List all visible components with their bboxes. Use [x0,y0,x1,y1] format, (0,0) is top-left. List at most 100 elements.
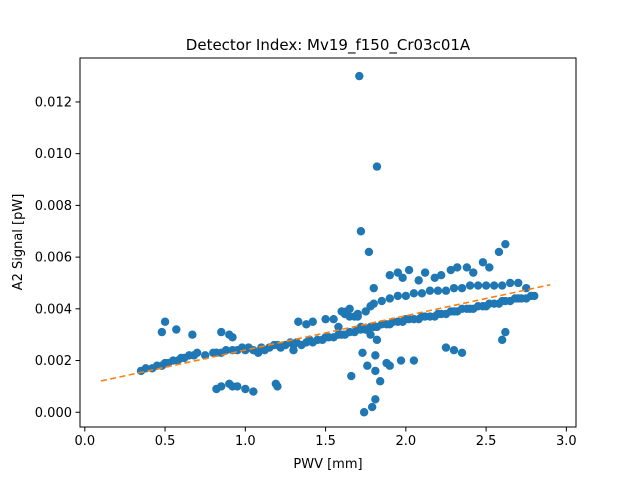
data-point [241,384,250,394]
data-point [430,273,439,282]
data-point [221,346,231,355]
data-point [420,268,430,277]
x-tick-label: 2.5 [476,434,497,449]
data-point [446,265,455,275]
data-point [353,312,362,321]
plot-area [100,71,551,417]
data-point [469,268,478,277]
y-axis-ticks: 0.000 0.002 0.004 0.006 0.008 0.010 0.012 [35,95,80,421]
data-point [377,296,386,306]
data-point [530,291,539,301]
data-point [485,263,494,272]
y-tick-label: 0.004 [35,302,72,317]
data-point [465,281,475,290]
data-point [414,276,423,285]
data-point [347,371,356,381]
data-point [372,335,382,345]
data-point [359,408,369,417]
data-point [404,265,414,275]
data-point [501,239,510,249]
data-point [501,327,510,337]
data-point [433,286,443,295]
data-point [372,162,382,171]
data-point [481,281,491,290]
data-point [371,366,380,376]
points-layer [136,71,539,417]
data-point [375,377,385,386]
data-point [192,348,202,357]
data-point [462,263,472,272]
y-tick-label: 0.012 [35,95,72,110]
data-point [289,346,298,355]
data-point [364,247,374,257]
data-point [233,382,242,391]
x-tick-label: 1.5 [315,434,336,449]
data-point [361,325,370,334]
data-point [449,283,459,293]
x-tick-label: 3.0 [556,434,577,449]
data-point [478,258,488,267]
y-tick-label: 0.008 [35,199,72,214]
data-point [457,348,467,357]
data-point [342,307,351,316]
data-point [321,314,330,324]
y-tick-label: 0.002 [35,354,72,369]
x-tick-label: 0.5 [155,434,176,449]
data-point [371,395,380,404]
data-point [217,382,226,391]
y-tick-label: 0.006 [35,251,72,266]
y-tick-label: 0.000 [35,406,72,421]
data-point [453,263,462,272]
data-point [271,379,281,389]
data-point [212,348,221,357]
fit-layer [100,283,551,382]
data-point [334,322,343,332]
data-point [363,361,372,370]
axes-frame [79,57,577,428]
data-point [369,299,378,308]
data-point [302,320,311,329]
data-point [497,335,507,345]
data-point [356,227,366,236]
data-point [505,278,515,288]
data-point [371,351,380,360]
data-point [367,402,377,412]
data-point [294,317,303,326]
data-point [409,289,419,298]
data-point [425,286,435,295]
data-point [441,343,451,352]
x-axis-label: PWV [mm] [293,457,362,472]
data-point [157,327,167,337]
data-point [369,283,378,293]
data-point [249,387,258,396]
data-point [385,271,394,280]
data-point [401,291,411,301]
data-point [494,247,504,257]
chart-title: Detector Index: Mv19_f150_Cr03c01A [186,36,471,55]
data-point [358,348,367,357]
data-point [382,358,391,368]
data-point [449,346,459,355]
x-axis-ticks: 0.0 0.5 1.0 1.5 2.0 2.5 3.0 [74,427,577,449]
data-point [436,271,446,280]
data-point [441,286,451,295]
x-tick-label: 2.0 [396,434,417,449]
y-axis-label: A2 Signal [pW] [11,194,26,291]
data-point [393,291,403,301]
data-point [228,333,237,342]
data-point [398,273,407,282]
data-point [489,281,499,290]
data-point [396,356,406,365]
data-point [172,325,181,334]
data-point [409,356,419,365]
data-point [355,71,364,81]
data-point [473,281,483,290]
data-point [457,283,467,293]
fit-line [100,283,551,382]
data-point [417,289,427,298]
x-tick-label: 0.0 [74,434,95,449]
data-point [514,278,523,288]
data-point [308,317,317,326]
